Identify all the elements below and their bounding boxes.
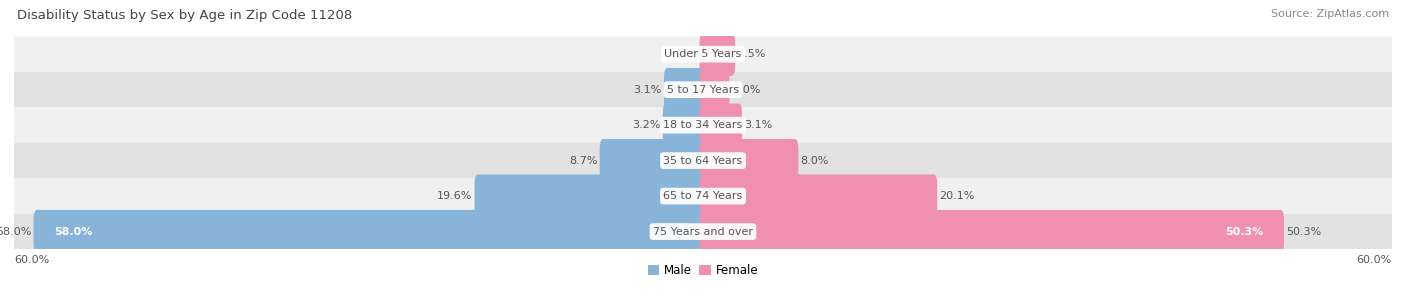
Legend: Male, Female: Male, Female [643, 259, 763, 282]
FancyBboxPatch shape [700, 210, 1284, 253]
Text: 75 Years and over: 75 Years and over [652, 226, 754, 237]
Text: 58.0%: 58.0% [55, 226, 93, 237]
Text: Source: ZipAtlas.com: Source: ZipAtlas.com [1271, 9, 1389, 19]
FancyBboxPatch shape [700, 103, 742, 147]
FancyBboxPatch shape [14, 107, 1392, 143]
FancyBboxPatch shape [14, 72, 1392, 107]
Text: Disability Status by Sex by Age in Zip Code 11208: Disability Status by Sex by Age in Zip C… [17, 9, 352, 22]
FancyBboxPatch shape [474, 174, 706, 218]
FancyBboxPatch shape [662, 103, 706, 147]
FancyBboxPatch shape [34, 210, 706, 253]
Text: 60.0%: 60.0% [14, 254, 49, 264]
FancyBboxPatch shape [14, 143, 1392, 178]
Text: 3.1%: 3.1% [744, 120, 772, 130]
FancyBboxPatch shape [14, 214, 1392, 249]
FancyBboxPatch shape [14, 36, 1392, 72]
FancyBboxPatch shape [700, 68, 730, 111]
Text: 3.2%: 3.2% [633, 120, 661, 130]
Text: 8.7%: 8.7% [569, 156, 598, 166]
Text: 8.0%: 8.0% [800, 156, 830, 166]
Text: 50.3%: 50.3% [1225, 226, 1264, 237]
Text: 60.0%: 60.0% [1357, 254, 1392, 264]
FancyBboxPatch shape [700, 33, 735, 76]
Text: 0.0%: 0.0% [665, 49, 693, 59]
Text: 19.6%: 19.6% [437, 191, 472, 201]
Text: 18 to 34 Years: 18 to 34 Years [664, 120, 742, 130]
Text: 65 to 74 Years: 65 to 74 Years [664, 191, 742, 201]
Text: 58.0%: 58.0% [0, 226, 31, 237]
FancyBboxPatch shape [700, 139, 799, 182]
Text: 2.0%: 2.0% [731, 85, 761, 95]
Text: 35 to 64 Years: 35 to 64 Years [664, 156, 742, 166]
Text: 3.1%: 3.1% [634, 85, 662, 95]
Text: Under 5 Years: Under 5 Years [665, 49, 741, 59]
Text: 2.5%: 2.5% [738, 49, 766, 59]
FancyBboxPatch shape [14, 178, 1392, 214]
Text: 50.3%: 50.3% [1286, 226, 1322, 237]
Text: 20.1%: 20.1% [939, 191, 974, 201]
FancyBboxPatch shape [700, 174, 938, 218]
FancyBboxPatch shape [664, 68, 706, 111]
Text: 5 to 17 Years: 5 to 17 Years [666, 85, 740, 95]
FancyBboxPatch shape [599, 139, 706, 182]
